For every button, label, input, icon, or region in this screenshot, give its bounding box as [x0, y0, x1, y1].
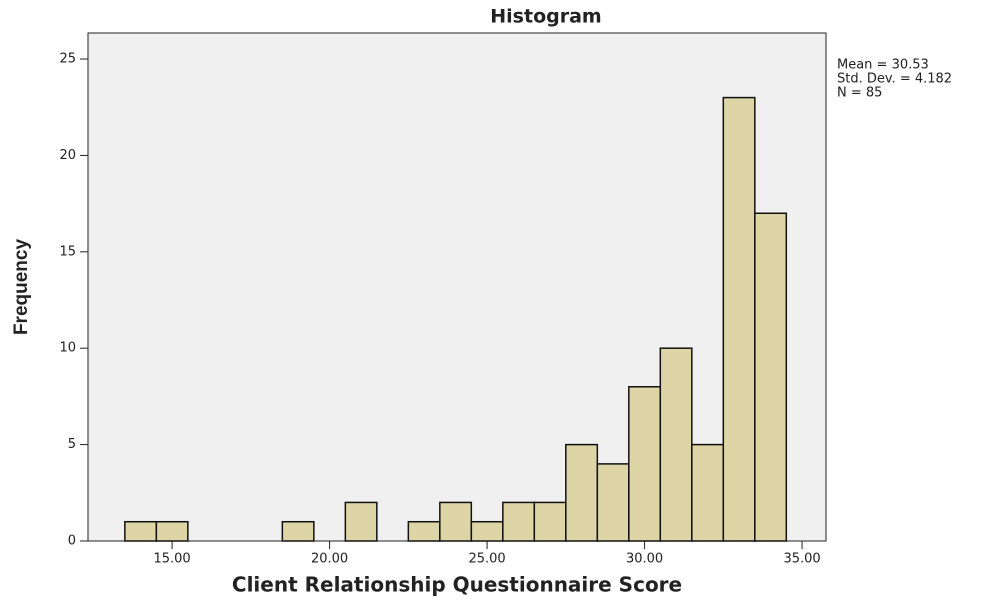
bar	[754, 212, 788, 542]
y-tick-label: 10	[59, 341, 76, 356]
bar	[502, 501, 536, 542]
y-tick-label: 5	[68, 437, 76, 452]
bar	[155, 520, 189, 542]
bar	[281, 520, 315, 542]
y-tick-label: 0	[68, 534, 76, 549]
bar	[691, 443, 725, 542]
x-tick-label: 35.00	[783, 552, 820, 567]
x-tick-label: 30.00	[626, 552, 663, 567]
bar	[722, 96, 756, 542]
bar	[565, 443, 599, 542]
bar	[533, 501, 567, 542]
bar	[628, 386, 662, 542]
x-axis-label: Client Relationship Questionnaire Score	[232, 573, 682, 597]
bar	[659, 347, 693, 542]
y-tick-label: 15	[59, 244, 76, 259]
stat-label: Std. Dev. = 4.182	[837, 72, 952, 87]
stat-label: N = 85	[837, 86, 882, 101]
x-tick-label: 25.00	[468, 552, 505, 567]
x-tick-label: 15.00	[153, 552, 190, 567]
bar	[596, 463, 630, 542]
bar	[439, 501, 473, 542]
x-tick-label: 20.00	[311, 552, 348, 567]
y-axis-label: Frequency	[11, 239, 32, 336]
stat-label: Mean = 30.53	[837, 58, 929, 73]
bar	[124, 520, 158, 542]
bar	[470, 520, 504, 542]
chart-title: Histogram	[490, 6, 601, 28]
y-tick-label: 20	[59, 148, 76, 163]
y-tick-label: 25	[59, 52, 76, 67]
bar	[407, 520, 441, 542]
bar	[344, 501, 378, 542]
